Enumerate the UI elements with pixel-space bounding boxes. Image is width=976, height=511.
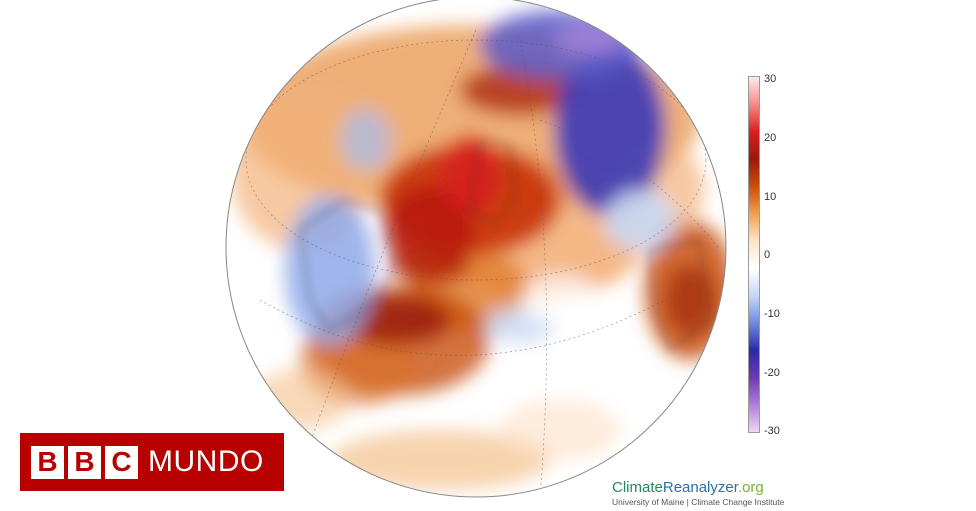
colorbar <box>748 76 760 433</box>
logo-part-climate: Climate <box>612 479 663 496</box>
graticule-lines <box>245 29 721 497</box>
temperature-anomaly-field <box>230 10 726 490</box>
colorbar-tick-label: 10 <box>764 191 777 203</box>
globe-surface <box>226 0 726 497</box>
mundo-wordmark: MUNDO <box>148 445 264 478</box>
bbc-letter: B <box>68 445 101 479</box>
globe-outline <box>225 0 727 498</box>
colorbar-tick-label: -20 <box>764 367 780 379</box>
colorbar-tick-label: 0 <box>764 249 771 261</box>
bbc-mundo-logo: B B C MUNDO <box>20 433 284 491</box>
attribution-subtitle: University of Maine | Climate Change Ins… <box>612 497 785 507</box>
logo-part-org: .org <box>737 479 764 496</box>
colorbar-tick-label: 30 <box>764 73 777 85</box>
bbc-letter: C <box>105 445 138 479</box>
climate-reanalyzer-logo: ClimateReanalyzer.org <box>612 479 764 496</box>
colorbar-tick-label: -30 <box>764 425 780 437</box>
bbc-letter: B <box>31 445 64 479</box>
logo-part-reanalyzer: Reanalyzer <box>662 479 738 496</box>
land-outline <box>298 138 712 352</box>
colorbar-tick-label: -10 <box>764 308 780 320</box>
colorbar-tick-label: 20 <box>764 132 777 144</box>
